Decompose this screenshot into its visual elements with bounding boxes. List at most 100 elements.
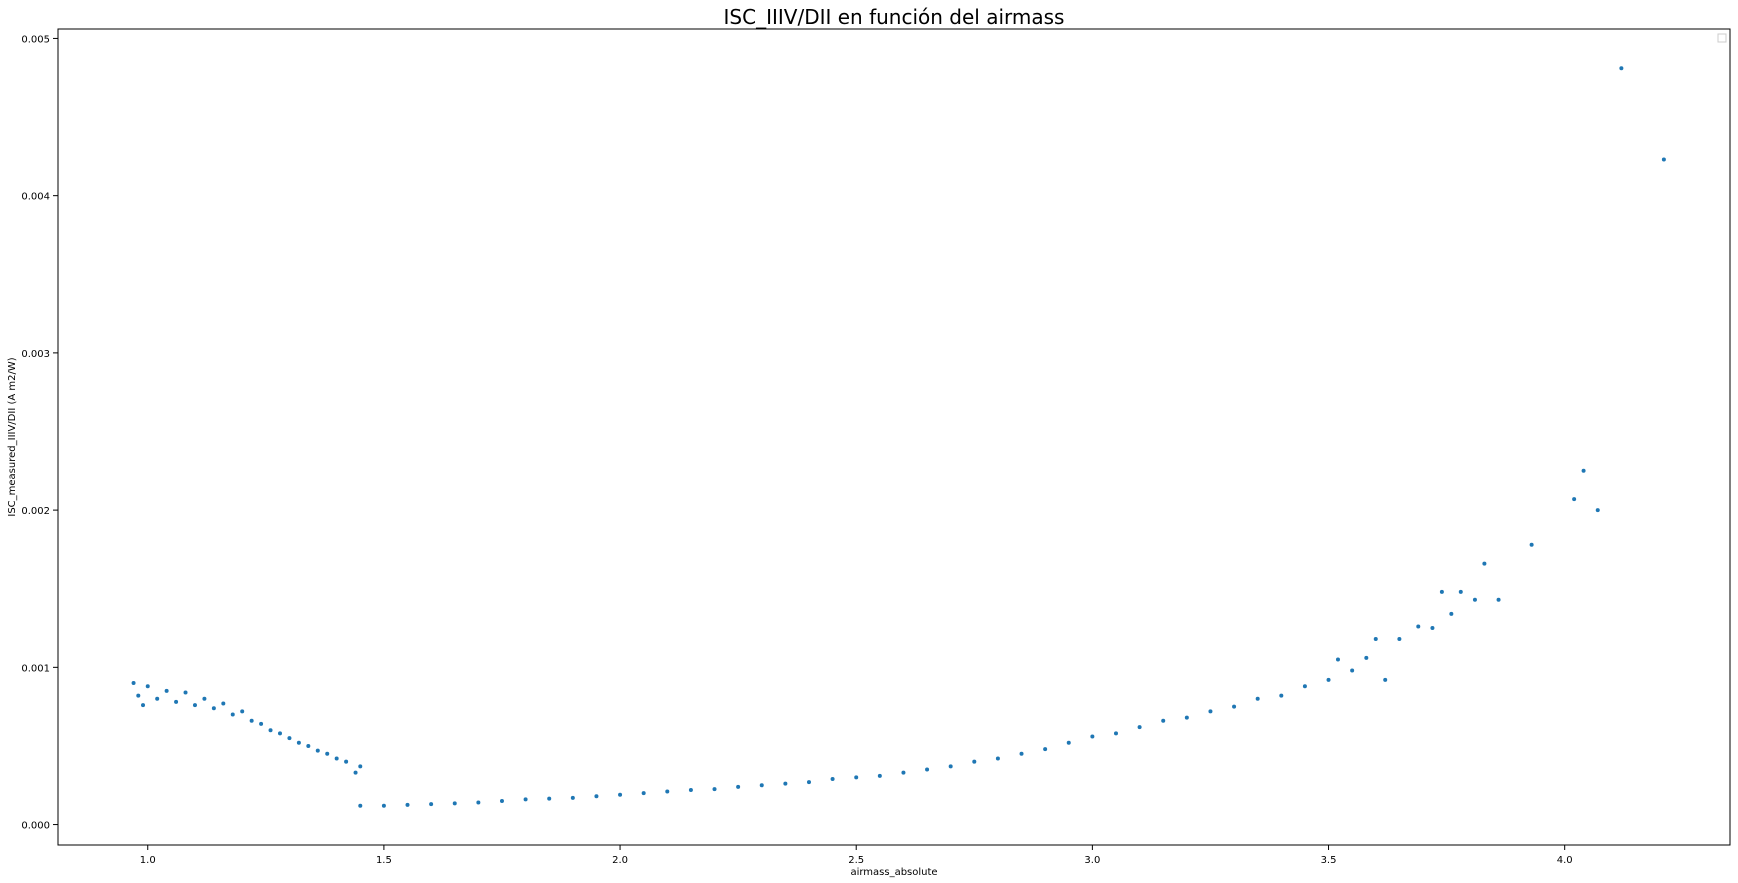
data-point: [1449, 611, 1454, 616]
x-axis-label: airmass_absolute: [850, 867, 937, 878]
data-point: [1208, 709, 1213, 714]
data-point: [925, 767, 930, 772]
data-point: [1161, 718, 1166, 723]
data-point: [131, 681, 136, 686]
data-point: [499, 798, 504, 803]
data-point: [202, 696, 207, 701]
scatter-points: [131, 66, 1666, 808]
x-tick-label: 3.0: [1084, 855, 1100, 866]
data-point: [1137, 725, 1142, 730]
data-point: [296, 740, 301, 745]
data-point: [174, 699, 179, 704]
data-point: [665, 789, 670, 794]
data-point: [145, 684, 150, 689]
y-tick-label: 0.005: [21, 34, 50, 45]
y-tick-label: 0.003: [21, 349, 50, 360]
data-point: [547, 796, 552, 801]
data-point: [240, 709, 245, 714]
data-point: [268, 728, 273, 733]
data-point: [1581, 468, 1586, 473]
data-point: [1439, 589, 1444, 594]
x-tick-label: 4.0: [1557, 855, 1573, 866]
data-point: [1458, 589, 1463, 594]
data-point: [618, 792, 623, 797]
data-point: [259, 721, 264, 726]
data-point: [452, 801, 457, 806]
data-point: [688, 787, 693, 792]
data-point: [1350, 668, 1355, 673]
data-point: [358, 803, 363, 808]
data-point: [995, 756, 1000, 761]
data-point: [1373, 637, 1378, 642]
y-tick-label: 0.004: [21, 192, 50, 203]
data-point: [1232, 704, 1237, 709]
data-point: [1090, 734, 1095, 739]
data-point: [315, 748, 320, 753]
data-point: [712, 787, 717, 792]
data-point: [972, 759, 977, 764]
plot-area: [57, 28, 1731, 846]
data-point: [249, 718, 254, 723]
data-point: [141, 703, 146, 708]
x-tick-label: 3.5: [1321, 855, 1337, 866]
data-point: [783, 781, 788, 786]
data-point: [523, 797, 528, 802]
data-point: [287, 736, 292, 741]
data-point: [830, 776, 835, 781]
data-point: [806, 780, 811, 785]
data-point: [1416, 624, 1421, 629]
data-point: [1364, 655, 1369, 660]
data-point: [230, 712, 235, 717]
data-point: [1397, 637, 1402, 642]
data-point: [759, 783, 764, 788]
x-tick-label: 1.0: [140, 855, 156, 866]
data-point: [1496, 597, 1501, 602]
data-point: [1572, 497, 1577, 502]
data-point: [736, 784, 741, 789]
data-point: [1383, 677, 1388, 682]
data-point: [877, 773, 882, 778]
data-point: [334, 756, 339, 761]
data-point: [221, 701, 226, 706]
data-point: [1430, 626, 1435, 631]
data-point: [1043, 747, 1048, 752]
data-point: [1595, 508, 1600, 513]
y-tick-label: 0.002: [21, 506, 50, 517]
data-point: [155, 696, 160, 701]
chart-title: ISC_IIIV/DII en función del airmass: [724, 5, 1065, 29]
data-point: [570, 795, 575, 800]
data-point: [901, 770, 906, 775]
data-point: [353, 770, 358, 775]
data-point: [1279, 693, 1284, 698]
data-point: [192, 703, 197, 708]
data-point: [277, 731, 282, 736]
data-point: [211, 706, 216, 711]
y-tick-label: 0.000: [21, 821, 50, 832]
data-point: [1302, 684, 1307, 689]
data-point: [1661, 157, 1666, 162]
legend-box: [1717, 33, 1727, 43]
y-tick-label: 0.001: [21, 663, 50, 674]
data-point: [325, 751, 330, 756]
data-point: [1184, 715, 1189, 720]
x-tick-label: 1.5: [376, 855, 392, 866]
data-point: [1255, 696, 1260, 701]
data-point: [381, 803, 386, 808]
data-point: [1335, 657, 1340, 662]
x-tick-label: 2.0: [612, 855, 628, 866]
x-axis-ticks: 1.0 1.5 2.0 2.5 3.0 3.5 4.0: [140, 845, 1573, 866]
data-point: [948, 764, 953, 769]
data-point: [1472, 597, 1477, 602]
data-point: [183, 690, 188, 695]
data-point: [344, 759, 349, 764]
data-point: [1482, 561, 1487, 566]
data-point: [306, 743, 311, 748]
y-axis-ticks: 0.000 0.001 0.002 0.003 0.004 0.005: [21, 34, 58, 832]
data-point: [164, 688, 169, 693]
data-point: [594, 794, 599, 799]
data-point: [1113, 731, 1118, 736]
data-point: [358, 764, 363, 769]
data-point: [854, 775, 859, 780]
data-point: [405, 802, 410, 807]
